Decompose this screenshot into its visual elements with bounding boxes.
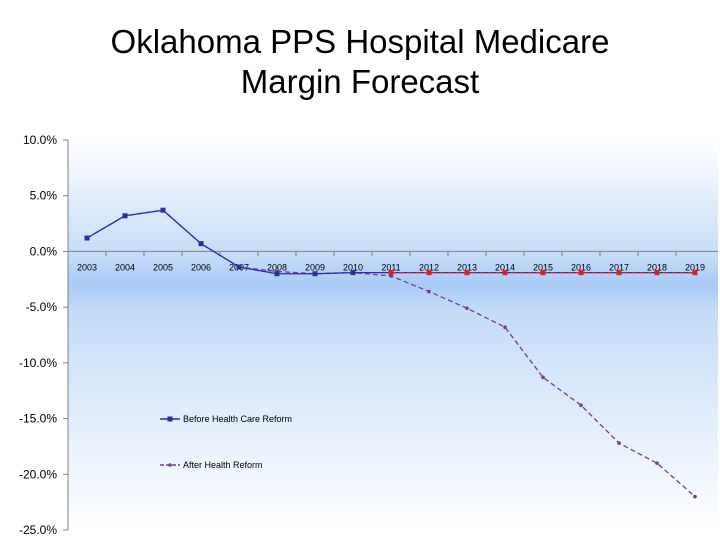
x-tick-label: 2013 xyxy=(457,262,477,272)
data-point-before-reform xyxy=(198,241,204,247)
y-tick-label: 5.0% xyxy=(30,189,58,203)
data-point-red-projection xyxy=(654,270,660,276)
x-tick-label: 2005 xyxy=(153,262,173,272)
page-title-line-1: Oklahoma PPS Hospital Medicare xyxy=(110,23,610,60)
data-point-after-reform xyxy=(541,375,545,380)
data-point-before-reform xyxy=(350,270,356,276)
legend-label: After Health Reform xyxy=(183,460,263,470)
data-point-red-projection xyxy=(578,270,584,276)
data-point-red-projection xyxy=(616,270,622,276)
x-tick-label: 2014 xyxy=(495,262,515,272)
y-tick-label: -5.0% xyxy=(26,300,58,314)
data-point-after-reform xyxy=(579,403,583,408)
data-point-before-reform xyxy=(160,207,166,213)
data-point-after-reform xyxy=(465,306,469,311)
x-tick-label: 2010 xyxy=(343,262,363,272)
data-point-red-projection xyxy=(464,270,470,276)
data-point-red-projection xyxy=(502,270,508,276)
x-tick-label: 2012 xyxy=(419,262,439,272)
x-tick-label: 2004 xyxy=(115,262,135,272)
x-tick-label: 2018 xyxy=(647,262,667,272)
x-tick-label: 2015 xyxy=(533,262,553,272)
y-tick-label: 10.0% xyxy=(23,133,57,147)
data-point-after-reform xyxy=(693,494,697,499)
data-point-after-reform xyxy=(427,289,431,294)
x-tick-label: 2016 xyxy=(571,262,591,272)
data-point-red-projection xyxy=(388,270,394,276)
data-point-before-reform xyxy=(122,213,128,219)
y-tick-label: -10.0% xyxy=(19,356,57,370)
legend-label: Before Health Care Reform xyxy=(183,414,292,424)
data-point-after-reform xyxy=(617,441,621,445)
y-tick-label: -25.0% xyxy=(19,523,57,537)
data-point-after-reform xyxy=(503,325,507,330)
x-tick-label: 2008 xyxy=(267,262,287,272)
data-point-before-reform xyxy=(236,264,242,270)
page-title: Oklahoma PPS Hospital Medicare Margin Fo… xyxy=(0,22,720,102)
plot-background xyxy=(68,140,718,530)
legend-marker xyxy=(168,463,172,467)
x-tick-label: 2011 xyxy=(381,262,400,272)
x-tick-label: 2003 xyxy=(77,262,97,272)
page-title-line-2: Margin Forecast xyxy=(240,63,480,100)
x-tick-label: 2019 xyxy=(685,262,705,272)
legend-marker xyxy=(167,416,173,422)
data-point-red-projection xyxy=(692,270,698,276)
y-tick-label: 0.0% xyxy=(30,244,58,258)
data-point-red-projection xyxy=(426,270,432,276)
data-point-after-reform xyxy=(655,461,659,465)
x-tick-label: 2006 xyxy=(191,262,211,272)
y-tick-label: -15.0% xyxy=(19,412,57,426)
x-tick-label: 2009 xyxy=(305,262,325,272)
data-point-before-reform xyxy=(312,271,318,277)
y-tick-label: -20.0% xyxy=(19,467,57,481)
data-point-red-projection xyxy=(540,270,546,276)
data-point-before-reform xyxy=(274,271,280,277)
x-tick-label: 2017 xyxy=(609,262,629,272)
data-point-before-reform xyxy=(84,235,90,241)
